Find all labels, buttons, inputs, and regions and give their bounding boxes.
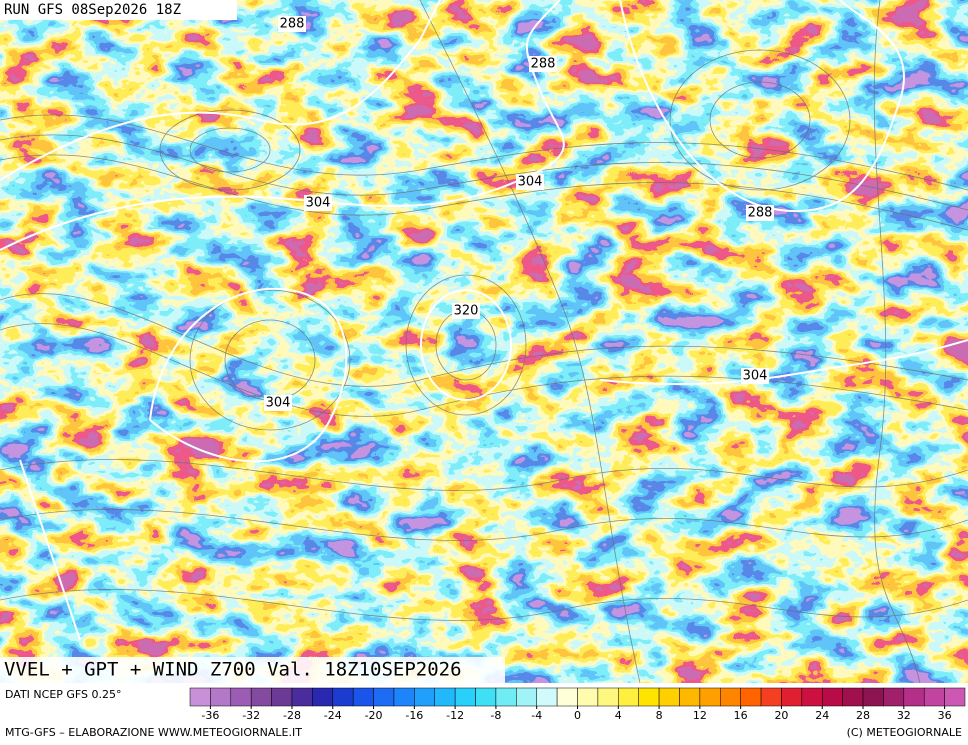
colorbar-cell: [944, 687, 966, 707]
colorbar-cell: [862, 687, 884, 707]
colorbar-tick-label: 8: [656, 709, 663, 722]
colorbar-tick-label: 24: [815, 709, 829, 722]
colorbar-tick-label: -8: [490, 709, 501, 722]
contour-label-box: [516, 174, 544, 190]
colorbar-tick-label: -20: [365, 709, 383, 722]
colorbar-tick-label: -32: [242, 709, 260, 722]
run-label-box: [0, 0, 237, 20]
source-note: DATI NCEP GFS 0.25°: [5, 688, 122, 701]
colorbar-tick-label: -4: [531, 709, 542, 722]
contour-label: 304: [743, 369, 768, 384]
colorbar-cell: [475, 687, 497, 707]
colorbar-cell: [312, 687, 334, 707]
colorbar-tick-label: -16: [405, 709, 423, 722]
map-area: 288 288 304 304 288 320 304 304: [0, 0, 968, 684]
colorbar-cell: [923, 687, 945, 707]
colorbar-cell: [883, 687, 905, 707]
colorbar-tick-label: -24: [324, 709, 342, 722]
colorbar-cell: [679, 687, 701, 707]
title-box: [0, 657, 505, 683]
colorbar-tick-label: 36: [938, 709, 952, 722]
colorbar-cell: [821, 687, 843, 707]
contour-label: 304: [266, 396, 291, 411]
run-label: RUN GFS 08Sep2026 18Z: [4, 2, 181, 18]
geopotential-contours: [0, 0, 968, 640]
colorbar-cell: [699, 687, 721, 707]
colorbar: -36 -32 -28 -24 -20 -16 -12 -8 -4 0 4 8 12 16 20 24 28 32…: [189, 687, 966, 722]
colorbar-tick-label: -12: [446, 709, 464, 722]
colorbar-cell: [495, 687, 517, 707]
contour-label-box: [264, 395, 292, 411]
colorbar-tick-label: 16: [734, 709, 748, 722]
colorbar-cell: [434, 687, 456, 707]
contour-label: 288: [280, 17, 305, 32]
colorbar-cell: [801, 687, 823, 707]
colorbar-cell: [638, 687, 660, 707]
contour-labels: 288 288 304 304 288 320 304 304: [264, 16, 774, 411]
wind-streamlines: [0, 0, 968, 684]
contour-label-box: [741, 368, 769, 384]
colorbar-cell: [720, 687, 741, 707]
colorbar-cell: [556, 687, 578, 707]
colorbar-tick-label: 28: [856, 709, 870, 722]
colorbar-cell: [250, 687, 272, 707]
colorbar-cell: [414, 687, 435, 707]
colorbar-cell: [842, 687, 864, 707]
colorbar-cell: [393, 687, 415, 707]
colorbar-tick-label: 20: [774, 709, 788, 722]
colorbar-cell: [271, 687, 293, 707]
colorbar-cell: [210, 687, 232, 707]
colorbar-cell: [618, 687, 639, 707]
colorbar-cell: [230, 687, 252, 707]
contour-label: 304: [306, 196, 331, 211]
colorbar-cell: [189, 687, 211, 707]
colorbar-cell: [332, 687, 354, 707]
colorbar-tick-label: -28: [283, 709, 301, 722]
contour-label-box: [278, 16, 306, 32]
credit: MTG-GFS – ELABORAZIONE WWW.METEOGIORNALE…: [5, 726, 302, 739]
colorbar-cell: [760, 687, 782, 707]
contour-label-box: [529, 56, 557, 72]
colorbar-cell: [597, 687, 619, 707]
vertical-velocity-field: [0, 0, 968, 683]
colorbar-tick-label: -36: [201, 709, 219, 722]
contour-label-box: [746, 205, 774, 221]
colorbar-cell: [536, 687, 558, 707]
colorbar-cell: [291, 687, 313, 707]
contour-label: 304: [518, 175, 543, 190]
colorbar-tick-label: 32: [897, 709, 911, 722]
colorbar-cell: [577, 687, 599, 707]
colorbar-cell: [658, 687, 680, 707]
colorbar-cell: [352, 687, 374, 707]
contour-label-box: [452, 303, 480, 319]
colorbar-tick-label: 12: [693, 709, 707, 722]
colorbar-tick-label: 0: [574, 709, 581, 722]
contour-label: 288: [531, 57, 556, 72]
colorbar-cell: [373, 687, 395, 707]
contour-label: 288: [748, 206, 773, 221]
colorbar-tick-label: 4: [615, 709, 622, 722]
colorbar-cell: [516, 687, 537, 707]
contour-label: 320: [454, 304, 479, 319]
map-title: VVEL + GPT + WIND Z700 Val. 18Z10SEP2026: [4, 659, 462, 681]
colorbar-cell: [781, 687, 803, 707]
contour-label-box: [304, 195, 332, 211]
copyright: (C) METEOGIORNALE: [847, 726, 962, 739]
colorbar-cell: [903, 687, 925, 707]
colorbar-cell: [740, 687, 762, 707]
colorbar-cell: [454, 687, 476, 707]
